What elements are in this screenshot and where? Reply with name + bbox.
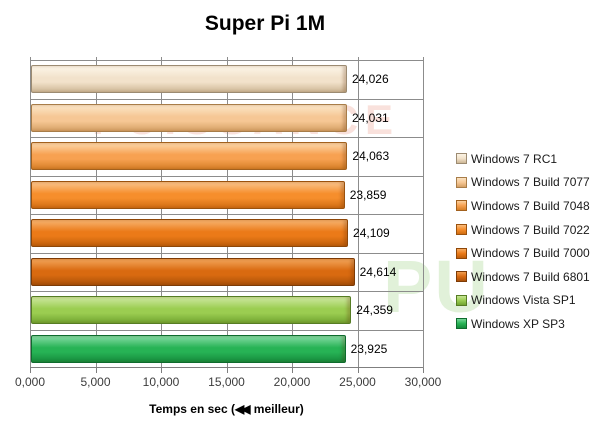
gridline-vertical [161, 57, 162, 368]
bar-row: 24,614 [30, 253, 423, 292]
bar-value-label: 24,031 [352, 110, 389, 125]
bar-windows-7-build-7077 [31, 103, 347, 132]
bar-value-label: 23,925 [350, 341, 388, 356]
bar-row: 24,109 [30, 214, 423, 253]
legend-label: Windows 7 Build 7022 [471, 222, 590, 237]
legend-marker-icon [456, 247, 467, 259]
legend-label: Windows Vista SP1 [471, 293, 576, 308]
gridline-horizontal [30, 175, 423, 177]
legend-label: Windows 7 Build 7000 [471, 246, 590, 261]
x-tick-label: 10,000 [142, 375, 180, 389]
legend-marker-icon [456, 271, 467, 283]
axis-tick [95, 368, 97, 373]
legend-label: Windows 7 RC1 [471, 151, 558, 166]
gridline-vertical [95, 57, 97, 368]
legend-marker-icon [456, 318, 467, 330]
axis-tick [357, 368, 359, 373]
rewind-arrows-icon: ◀◀ [234, 402, 251, 416]
bar-row: 24,026 [30, 60, 423, 99]
bar-row: 23,925 [30, 330, 423, 369]
legend-item: Windows 7 Build 7000 [456, 241, 606, 265]
bar-windows-7-build-7022 [31, 180, 345, 209]
gridline-horizontal [30, 137, 423, 138]
plot-area: 24,026 24,031 24,063 23,859 24,109 24,614 24,3… [30, 57, 424, 373]
legend-marker-icon [456, 153, 467, 165]
bar-value-label: 24,614 [359, 264, 397, 279]
legend-label: Windows 7 Build 7048 [471, 198, 590, 213]
bar-row: 24,359 [30, 291, 423, 330]
axis-tick [292, 368, 293, 373]
gridline-vertical [292, 57, 293, 368]
legend-marker-icon [456, 176, 467, 188]
legend-marker-icon [456, 224, 467, 236]
bar-value-label: 24,063 [352, 149, 390, 164]
axis-tick [226, 368, 228, 373]
bar-windows-7-rc1 [31, 65, 347, 94]
legend-label: Windows 7 Build 7077 [471, 175, 590, 190]
bar-value-label: 24,109 [353, 226, 390, 241]
x-tick-label: 25,000 [339, 375, 376, 389]
bar-value-label: 23,859 [349, 187, 387, 202]
x-tick-label: 20,000 [273, 375, 311, 389]
x-axis-label: Temps en sec (◀◀ meilleur) [30, 402, 423, 416]
bar-windows-vista-sp1 [31, 296, 352, 325]
x-tick-label: 0,000 [14, 375, 46, 389]
gridline-vertical [357, 57, 359, 368]
legend-item: Windows 7 Build 7077 [456, 171, 606, 195]
bar-row: 23,859 [30, 176, 423, 215]
x-axis-label-suffix: meilleur) [250, 402, 304, 416]
bar-value-label: 24,359 [356, 303, 393, 318]
legend-label: Windows XP SP3 [471, 316, 565, 331]
bar-value-label: 24,026 [351, 72, 389, 87]
x-tick-label: 15,000 [208, 375, 245, 389]
legend-item: Windows Vista SP1 [456, 289, 606, 313]
bar-row: 24,063 [30, 137, 423, 176]
gridline-horizontal [30, 291, 423, 292]
x-axis-line [30, 367, 423, 368]
bar-windows-xp-sp3 [31, 334, 346, 363]
legend-item: Windows 7 RC1 [456, 147, 606, 171]
chart-title: Super Pi 1M [204, 12, 326, 35]
bar-windows-7-build-6801 [31, 257, 355, 286]
x-tick-label: 30,000 [404, 375, 442, 389]
bar-windows-7-build-7000 [31, 219, 349, 248]
legend-item: Windows 7 Build 6801 [456, 265, 606, 289]
gridline-horizontal [30, 60, 423, 61]
gridline-horizontal [30, 252, 423, 254]
x-axis-label-prefix: Temps en sec ( [149, 402, 235, 416]
x-tick-label: 5,000 [80, 375, 111, 389]
axis-tick [30, 368, 31, 373]
gridline-horizontal [30, 214, 423, 215]
legend-marker-icon [456, 294, 467, 306]
gridline-vertical [30, 57, 31, 368]
legend-label: Windows 7 Build 6801 [471, 269, 590, 284]
legend-item: Windows XP SP3 [456, 312, 606, 336]
legend-item: Windows 7 Build 7022 [456, 218, 606, 242]
gridline-horizontal [30, 329, 423, 331]
axis-tick [161, 368, 162, 373]
legend-item: Windows 7 Build 7048 [456, 194, 606, 218]
bar-windows-7-build-7048 [31, 142, 348, 171]
gridline-vertical [226, 57, 228, 368]
legend-marker-icon [456, 200, 467, 212]
legend: Windows 7 RC1 Windows 7 Build 7077 Windows… [456, 147, 606, 336]
axis-tick [423, 368, 424, 373]
gridline-vertical [423, 57, 424, 368]
bar-row: 24,031 [30, 99, 423, 138]
gridline-horizontal [30, 98, 423, 100]
